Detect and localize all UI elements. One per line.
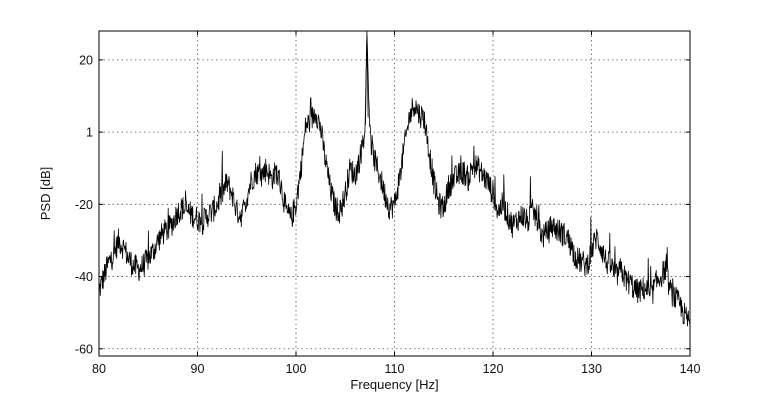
y-tick-label: -60 xyxy=(75,342,93,356)
y-tick-label: -40 xyxy=(75,270,93,284)
y-tick-label: 1 xyxy=(86,126,93,140)
x-tick-label: 80 xyxy=(92,362,106,376)
y-axis-title: PSD [dB] xyxy=(38,167,53,220)
x-tick-label: 90 xyxy=(191,362,205,376)
psd-series-line xyxy=(98,35,691,327)
x-tick-label: 140 xyxy=(680,362,701,376)
x-tick-label: 100 xyxy=(286,362,307,376)
y-tick-label: -20 xyxy=(75,198,93,212)
x-tick-label: 130 xyxy=(581,362,602,376)
plot-frame xyxy=(98,30,691,357)
x-axis-title: Frequency [Hz] xyxy=(350,377,438,392)
x-tick-label: 120 xyxy=(483,362,504,376)
x-tick-labels: 80 90 100 110 120 130 140 xyxy=(92,362,700,376)
x-tick-label: 110 xyxy=(385,362,405,376)
plot-area xyxy=(98,30,691,327)
y-tick-label: 20 xyxy=(79,53,93,67)
grid-lines xyxy=(99,31,690,356)
y-tick-labels: -60 -40 -20 1 20 xyxy=(75,53,93,356)
